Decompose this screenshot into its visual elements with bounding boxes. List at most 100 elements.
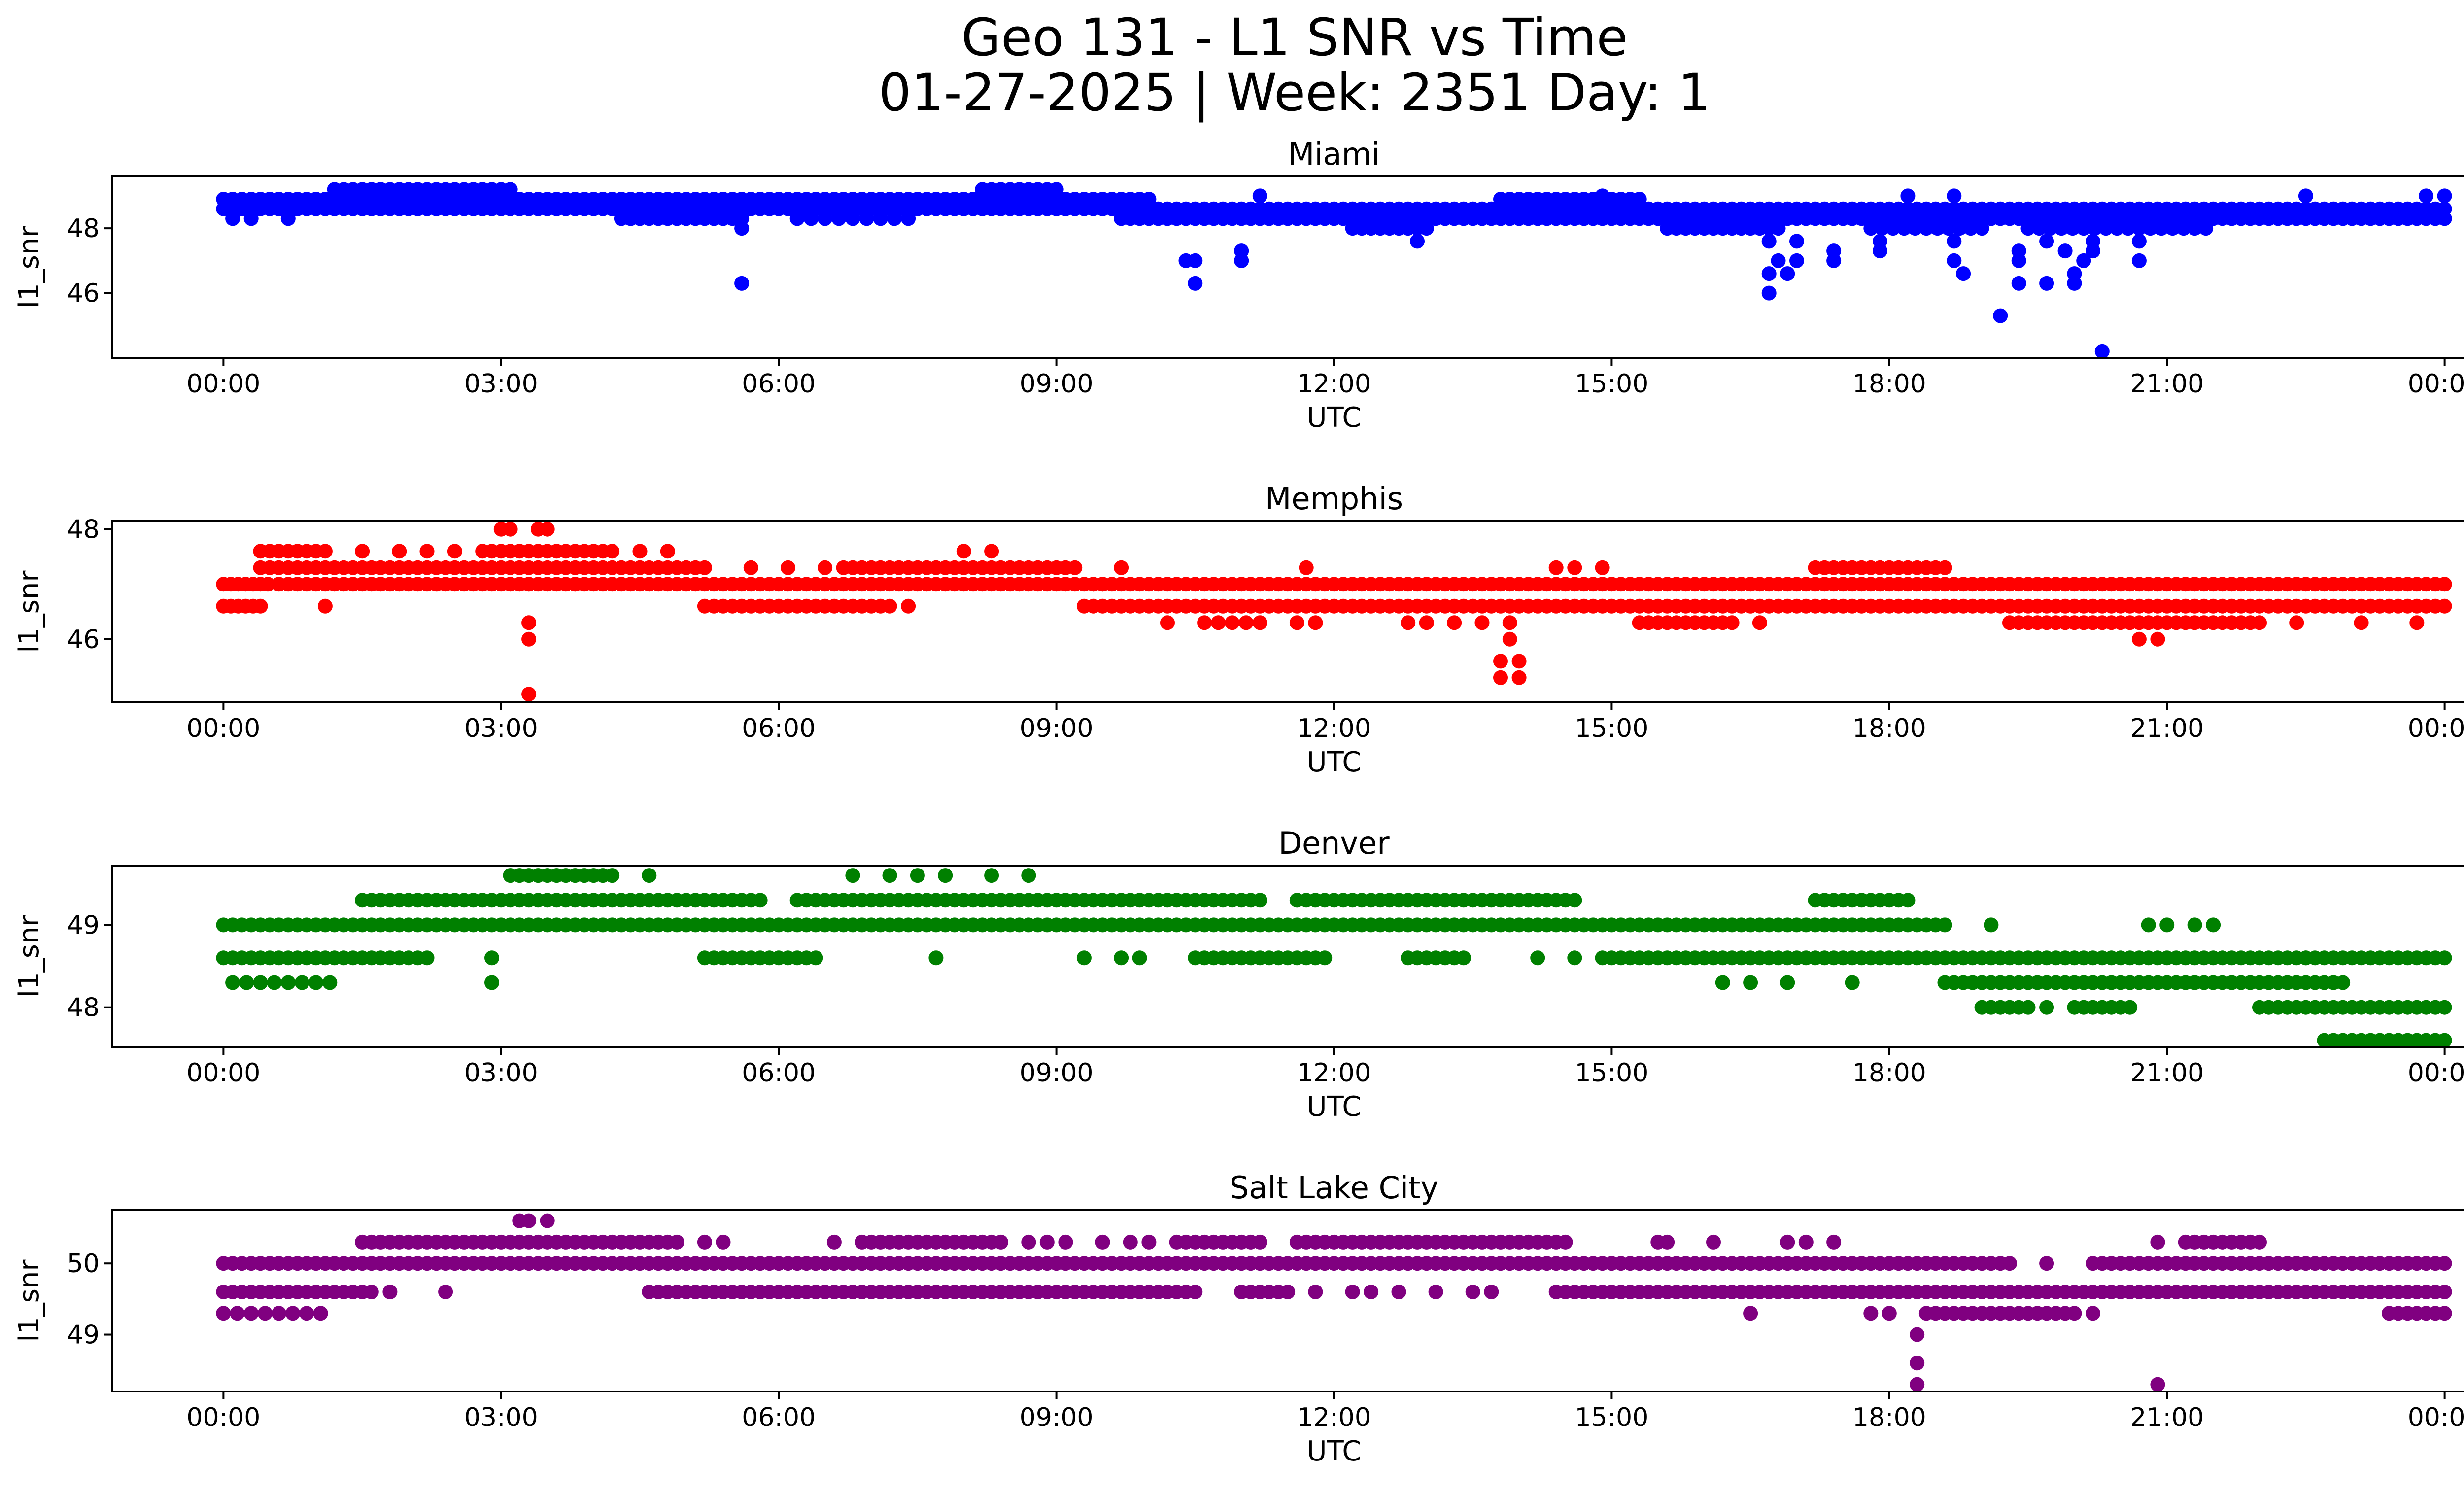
scatter-point [2298,950,2313,966]
scatter-point [317,544,333,559]
scatter-point [1391,1285,1406,1299]
scatter-point [1548,560,1564,575]
scatter-point [1984,917,1999,933]
scatter-point [216,1306,231,1321]
subplot-4: Salt Lake City 00:00 03:00 06:00 09:00 12:00 1… [13,1170,2464,1467]
x-tick-label: 06:00 [742,1403,816,1432]
scatter-point [1308,1285,1323,1299]
scatter-point [1930,221,1945,236]
scatter-point [1874,221,1889,236]
scatter-point [2086,234,2100,249]
scatter-point [1910,1377,1925,1391]
subplot-grid: Miami 00:00 03:00 06:00 09:00 12:00 15:00 18:00… [13,136,2464,1467]
scatter-point [521,615,537,630]
scatter-point [1345,1285,1360,1299]
scatter-point [901,598,916,614]
scatter-point [521,577,537,592]
x-axis-label: UTC [1306,1435,1361,1467]
scatter-point [568,577,582,592]
scatter-point [2131,221,2147,236]
x-tick-label: 15:00 [1574,714,1648,743]
scatter-point [1863,221,1879,236]
scatter-point [1058,1234,1073,1250]
scatter-point [1798,1234,1814,1250]
scatter-point [2057,243,2073,259]
scatter-point [243,211,259,226]
scatter-point [1780,266,1795,281]
scatter-point [845,868,860,883]
scatter-point [2067,276,2082,291]
scatter-point [1752,615,1767,630]
scatter-point [1595,560,1610,575]
scatter-point [313,1306,328,1321]
scatter-series [216,1213,2452,1391]
scatter-point [2437,598,2452,614]
scatter-point [632,544,648,559]
scatter-point [1225,615,1240,630]
scatter-point [1502,631,1517,647]
scatter-point [1845,975,1860,990]
scatter-point [2437,211,2452,226]
y-tick-label: 48 [67,993,100,1023]
x-tick-label: 00:00 [2408,369,2464,399]
scatter-point [1289,893,1304,908]
subplot-1: Miami 00:00 03:00 06:00 09:00 12:00 15:00 18:00… [13,136,2464,434]
scatter-point [540,1213,555,1228]
scatter-point [2335,975,2351,990]
scatter-point [1963,221,1979,236]
scatter-point [521,631,537,647]
scatter-point [2419,188,2434,204]
scatter-point [1715,975,1730,990]
scatter-point [956,544,971,559]
x-tick-label: 03:00 [464,1403,538,1432]
scatter-point [1660,1234,1675,1250]
scatter-point [1484,1285,1499,1299]
scatter-point [447,544,462,559]
scatter-point [1447,615,1462,630]
x-tick-label: 09:00 [1020,1403,1094,1432]
scatter-point [1761,234,1777,249]
x-tick-label: 06:00 [742,1058,816,1088]
scatter-point [1771,253,1786,268]
scatter-point [253,975,268,990]
x-tick-label: 03:00 [464,1058,538,1088]
scatter-point [2437,1256,2452,1271]
scatter-point [1826,1234,1842,1250]
scatter-point [1910,1356,1925,1371]
subplot-title: Miami [1288,136,1380,172]
x-tick-label: 09:00 [1020,1058,1094,1088]
y-tick-label: 48 [67,214,100,243]
x-tick-label: 12:00 [1297,714,1371,743]
x-tick-label: 15:00 [1574,1058,1648,1088]
scatter-point [1910,1327,1925,1342]
scatter-point [272,1306,286,1321]
scatter-point [253,598,268,614]
scatter-point [521,1213,537,1228]
scatter-point [1743,1306,1758,1321]
subplot-title: Salt Lake City [1230,1170,1438,1206]
x-tick-label: 12:00 [1297,369,1371,399]
scatter-point [1280,1285,1296,1299]
scatter-point [826,1234,842,1250]
y-axis-label: l1_snr [13,915,45,998]
scatter-point [1049,182,1064,197]
scatter-point [2154,221,2169,236]
scatter-point [1132,950,1147,966]
x-tick-label: 21:00 [2130,714,2204,743]
scatter-point [503,522,518,537]
y-tick-label: 50 [67,1249,100,1279]
scatter-point [317,598,333,614]
scatter-point [1947,253,1962,268]
scatter-point [1873,243,1887,259]
scatter-point [623,211,638,226]
scatter-point [803,211,819,226]
scatter-point [2039,1000,2054,1015]
scatter-point [2141,917,2156,933]
scatter-point [1114,560,1129,575]
x-tick-label: 21:00 [2130,369,2204,399]
scatter-point [1252,188,1267,204]
scatter-point [1021,868,1036,883]
scatter-point [1789,234,1804,249]
scatter-point [2121,221,2136,236]
scatter-point [2086,1306,2100,1321]
